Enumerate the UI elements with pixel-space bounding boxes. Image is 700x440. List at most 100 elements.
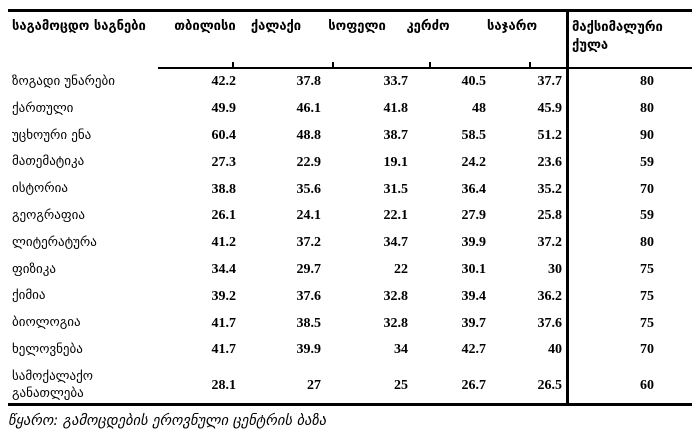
column-header-private: კერძო <box>406 19 450 34</box>
score-cell: 26.7 <box>461 378 487 394</box>
score-cell: 40.5 <box>461 74 487 90</box>
column-boundary-tick <box>332 62 334 67</box>
subject-cell: ზოგადი უნარები <box>12 73 115 89</box>
score-cell: 30 <box>548 261 562 277</box>
subject-cell: მათემატიკა <box>12 154 85 170</box>
subject-cell: ქართული <box>12 100 74 116</box>
score-cell: 37.2 <box>296 235 322 251</box>
subject-cell: ისტორია <box>12 181 68 197</box>
subject-cell: ხელოვნება <box>12 341 83 357</box>
score-cell: 46.1 <box>296 101 322 117</box>
max-score-cell: 70 <box>640 342 654 358</box>
subject-cell: ლიტერატურა <box>12 234 97 250</box>
score-cell: 37.6 <box>537 315 563 331</box>
table-row: გეოგრაფია 26.1 24.1 22.1 27.9 25.8 59 <box>8 203 692 230</box>
score-cell: 27.9 <box>461 208 487 224</box>
max-score-cell: 75 <box>640 288 654 304</box>
subject-cell: უცხოური ენა <box>12 127 92 143</box>
table-row: ლიტერატურა 41.2 37.2 34.7 39.9 37.2 80 <box>8 230 692 257</box>
column-header-village: სოფელი <box>328 19 386 34</box>
score-cell: 26.1 <box>211 208 237 224</box>
score-cell: 35.6 <box>296 181 322 197</box>
score-cell: 22 <box>394 261 408 277</box>
score-cell: 24.1 <box>296 208 322 224</box>
score-cell: 39.2 <box>211 288 237 304</box>
score-cell: 37.6 <box>296 288 322 304</box>
score-cell: 38.5 <box>296 315 322 331</box>
subject-cell: ბიოლოგია <box>12 315 81 331</box>
column-header-subjects: საგამოცდო საგნები <box>12 19 146 34</box>
score-cell: 24.2 <box>461 154 487 170</box>
max-score-cell: 80 <box>640 74 654 90</box>
table-row: ბიოლოგია 41.7 38.5 32.8 39.7 37.6 75 <box>8 310 692 337</box>
max-score-cell: 75 <box>640 261 654 277</box>
exam-scores-table: საგამოცდო საგნები თბილისი ქალაქი სოფელი … <box>8 9 692 406</box>
score-cell: 60.4 <box>211 127 237 143</box>
score-cell: 58.5 <box>461 127 487 143</box>
score-cell: 37.2 <box>537 235 563 251</box>
score-cell: 39.7 <box>461 315 487 331</box>
score-cell: 32.8 <box>383 288 409 304</box>
score-cell: 25 <box>394 378 408 394</box>
max-score-cell: 59 <box>640 154 654 170</box>
column-header-tbilisi: თბილისი <box>174 19 236 34</box>
score-cell: 32.8 <box>383 315 409 331</box>
score-cell: 34.7 <box>383 235 409 251</box>
score-cell: 38.7 <box>383 127 409 143</box>
score-cell: 27.3 <box>211 154 237 170</box>
table-row: ფიზიკა 34.4 29.7 22 30.1 30 75 <box>8 257 692 284</box>
max-score-cell: 80 <box>640 101 654 117</box>
subject-cell: ქიმია <box>12 288 46 304</box>
column-header-public: საჯარო <box>486 19 538 34</box>
score-cell: 41.7 <box>211 342 237 358</box>
score-cell: 30.1 <box>461 261 487 277</box>
header-separator-line <box>158 67 692 69</box>
table-row: სამოქალაქო განათლება 28.1 27 25 26.7 26.5 60 <box>8 364 692 409</box>
column-header-city: ქალაქი <box>250 19 302 34</box>
score-cell: 34.4 <box>211 261 237 277</box>
max-score-cell: 70 <box>640 181 654 197</box>
column-boundary-tick <box>429 62 431 67</box>
table-row: მათემატიკა 27.3 22.9 19.1 24.2 23.6 59 <box>8 149 692 176</box>
score-cell: 29.7 <box>296 261 322 277</box>
score-cell: 42.7 <box>461 342 487 358</box>
table-row: ისტორია 38.8 35.6 31.5 36.4 35.2 70 <box>8 176 692 203</box>
score-cell: 38.8 <box>211 181 237 197</box>
score-cell: 25.8 <box>537 208 563 224</box>
max-score-cell: 90 <box>640 127 654 143</box>
score-cell: 23.6 <box>537 154 563 170</box>
score-cell: 22.9 <box>296 154 322 170</box>
score-cell: 27 <box>307 378 321 394</box>
score-cell: 49.9 <box>211 101 237 117</box>
subject-cell: სამოქალაქო განათლება <box>12 369 93 402</box>
table-body: ზოგადი უნარები 42.2 37.8 33.7 40.5 37.7 80 ქართ… <box>8 69 692 409</box>
score-cell: 33.7 <box>383 74 409 90</box>
table-row: ხელოვნება 41.7 39.9 34 42.7 40 70 <box>8 337 692 364</box>
score-cell: 37.8 <box>296 74 322 90</box>
score-cell: 51.2 <box>537 127 563 143</box>
max-score-cell: 60 <box>640 378 654 394</box>
score-cell: 31.5 <box>383 181 409 197</box>
score-cell: 39.4 <box>461 288 487 304</box>
score-cell: 36.4 <box>461 181 487 197</box>
table-row: უცხოური ენა 60.4 48.8 38.7 58.5 51.2 90 <box>8 123 692 150</box>
column-boundary-tick <box>529 62 531 67</box>
column-header-max-score: მაქსიმალური ქულა <box>572 20 663 54</box>
score-cell: 48 <box>472 101 486 117</box>
score-cell: 41.7 <box>211 315 237 331</box>
score-cell: 42.2 <box>211 74 237 90</box>
subject-cell: გეოგრაფია <box>12 207 85 223</box>
table-row: ქართული 49.9 46.1 41.8 48 45.9 80 <box>8 96 692 123</box>
score-cell: 36.2 <box>537 288 563 304</box>
score-cell: 45.9 <box>537 101 563 117</box>
score-cell: 39.9 <box>461 235 487 251</box>
score-cell: 19.1 <box>383 154 409 170</box>
score-cell: 26.5 <box>537 378 563 394</box>
column-boundary-tick <box>232 62 234 67</box>
score-cell: 41.2 <box>211 235 237 251</box>
score-cell: 41.8 <box>383 101 409 117</box>
score-cell: 35.2 <box>537 181 563 197</box>
max-score-divider-line <box>566 12 569 403</box>
table-row: ზოგადი უნარები 42.2 37.8 33.7 40.5 37.7 80 <box>8 69 692 96</box>
